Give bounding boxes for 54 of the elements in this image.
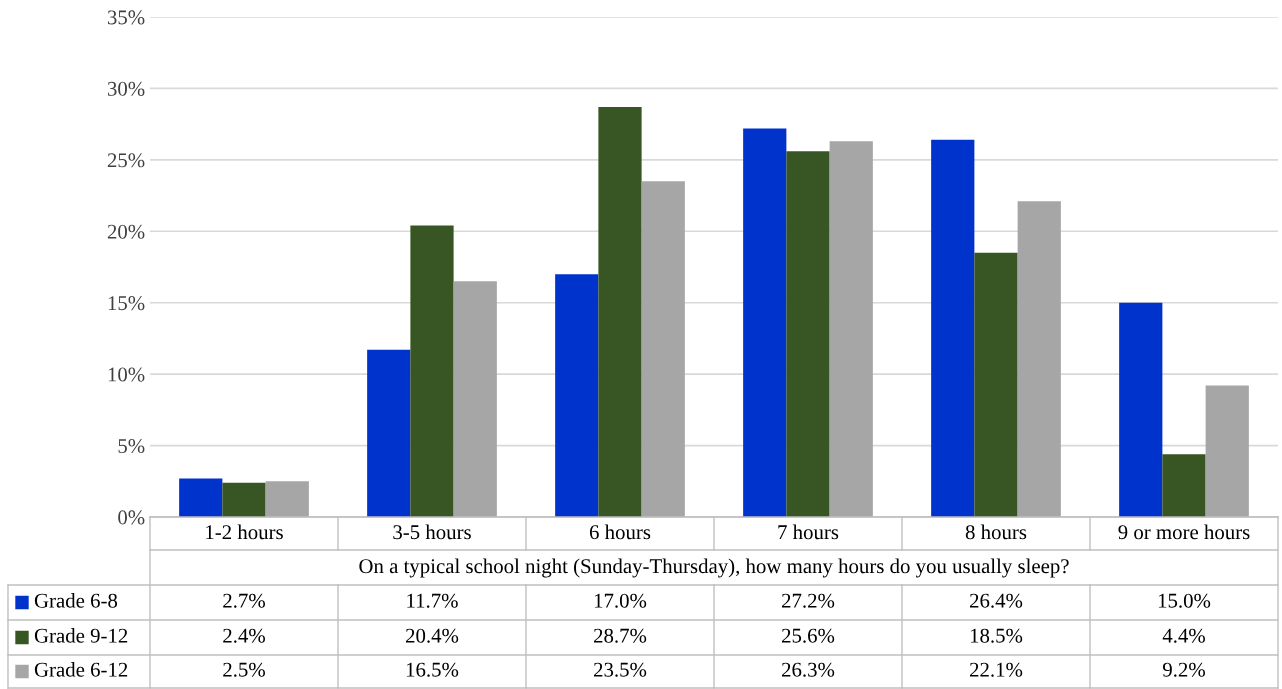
data-label: 16.5% [406,662,459,677]
data-label: 28.7% [594,628,647,643]
x-axis-title: On a typical school night (Sunday-Thursday), how many hours do you usually sleep? [359,558,1069,578]
data-label: 23.5% [594,662,647,677]
bar [1017,201,1061,517]
data-label: 15.0% [1158,593,1211,608]
bar [1162,454,1206,517]
bar [786,151,830,517]
bar [265,481,309,517]
bar [453,281,497,517]
legend-label: Grade 9-12 [34,628,128,643]
x-tick-label: 8 hours [965,524,1027,540]
bar [743,128,787,517]
y-tick-label: 0% [118,510,145,525]
data-label: 11.7% [407,593,458,608]
data-label: 22.1% [970,662,1023,677]
data-label: 18.5% [970,628,1023,643]
bar [1119,302,1163,517]
data-label: 27.2% [782,593,835,608]
y-tick-label: 10% [108,367,145,382]
data-label: 4.4% [1162,628,1205,643]
bar [1205,385,1249,517]
data-label: 26.3% [782,662,835,677]
bar [555,274,599,517]
x-tick-label: 1-2 hours [206,524,283,540]
legend-label: Grade 6-12 [34,662,128,677]
bar [410,225,454,517]
y-tick-label: 30% [107,81,145,96]
y-tick-label: 35% [107,10,145,25]
data-label: 17.0% [594,593,647,608]
data-label: 2.4% [223,628,265,643]
x-tick-label: 6 hours [589,524,651,540]
legend-label: Grade 6-8 [34,593,118,608]
data-label: 2.5% [223,662,265,677]
bar [179,478,223,517]
x-tick-label: 9 or more hours [1118,524,1250,540]
bar [367,349,411,517]
data-label: 20.4% [406,628,459,643]
bar [829,141,873,517]
y-tick-label: 25% [107,153,145,168]
y-tick-label: 15% [108,296,145,311]
bar [931,139,975,517]
bar [222,482,266,517]
bar [641,181,685,517]
bar [598,107,642,517]
bar [974,252,1018,517]
data-label: 26.4% [970,593,1023,608]
x-tick-label: 7 hours [778,524,839,540]
data-label: 25.6% [782,628,835,643]
data-label: 2.7% [223,593,265,608]
y-tick-label: 20% [107,224,145,239]
data-label: 9.2% [1162,662,1205,677]
y-tick-label: 5% [118,438,145,454]
x-tick-label: 3-5 hours [393,524,471,540]
